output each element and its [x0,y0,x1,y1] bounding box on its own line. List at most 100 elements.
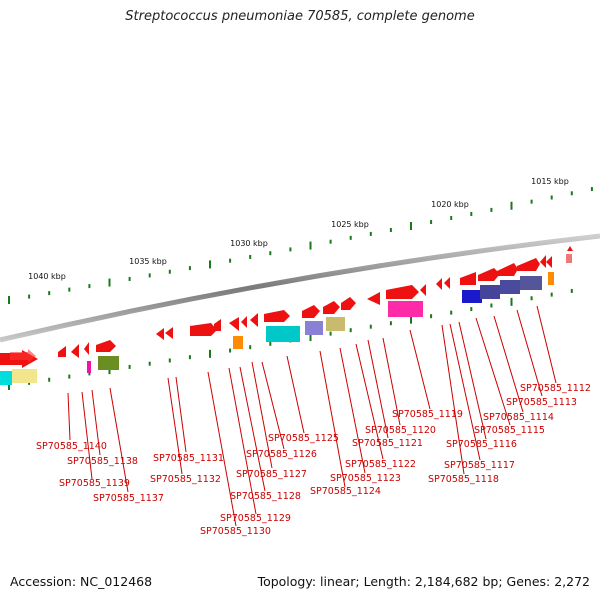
gene-arrow[interactable] [517,258,540,271]
gene-arrow[interactable] [264,310,290,322]
gene-arrow[interactable] [420,284,426,296]
gene-arrow[interactable] [10,349,36,363]
domain-block-slate[interactable] [520,276,542,290]
gene-label[interactable]: SP70585_1127 [236,469,307,480]
gene-label[interactable]: SP70585_1122 [345,459,416,470]
gene-arrow[interactable] [567,246,573,251]
domain-block-khaki[interactable] [326,317,345,331]
genome-backbone [0,233,600,343]
ruler-minor-tick [269,251,272,256]
gene-arrow[interactable] [229,317,239,331]
gene-arrow[interactable] [497,263,518,276]
domain-block-blue[interactable] [462,290,482,303]
ruler-minor-tick [68,287,71,292]
gene-arrow[interactable] [386,285,419,299]
gene-label[interactable]: SP70585_1120 [365,425,436,436]
gene-label[interactable]: SP70585_1137 [93,493,164,504]
gene-arrow[interactable] [566,254,572,263]
gene-label[interactable]: SP70585_1119 [392,409,463,420]
gene-arrow[interactable] [546,256,552,268]
gene-label[interactable]: SP70585_1116 [446,439,517,450]
ruler-minor-tick [590,187,593,192]
gene-label[interactable]: SP70585_1117 [444,460,515,471]
gene-label[interactable]: SP70585_1114 [483,412,554,423]
gene-arrow[interactable] [84,342,89,355]
gene-label[interactable]: SP70585_1138 [67,456,138,467]
domain-block-magenta[interactable] [87,361,91,373]
gene-label[interactable]: SP70585_1129 [220,513,291,524]
gene-arrow[interactable] [302,305,320,318]
domain-block-slate[interactable] [480,285,500,299]
gene-arrow[interactable] [250,313,258,327]
ruler-minor-tick [369,231,372,236]
gene-arrow[interactable] [96,340,116,352]
kbp-tick-label: 1015 kbp [531,177,569,186]
ruler-minor-tick [168,269,171,274]
domain-block-cyan[interactable] [0,371,12,385]
domain-block-cyan[interactable] [266,326,300,342]
gene-label[interactable]: SP70585_1130 [200,526,271,537]
gene-arrow[interactable] [341,297,356,310]
ruler-minor-tick [530,296,533,301]
gene-label[interactable]: SP70585_1125 [268,433,339,444]
ruler-minor-tick [88,284,91,289]
domain-block-khaki[interactable] [12,369,37,383]
ruler-major-tick [8,296,10,304]
kbp-tick-label: 1040 kbp [28,272,66,281]
gene-label[interactable]: SP70585_1118 [428,474,499,485]
gene-arrow[interactable] [58,346,66,357]
ruler-major-tick [209,260,211,269]
gene-arrow[interactable] [323,301,340,314]
domain-block-olive[interactable] [98,356,119,370]
gene-arrow[interactable] [190,323,217,336]
gene-label[interactable]: SP70585_1112 [520,383,591,394]
gene-label[interactable]: SP70585_1123 [330,473,401,484]
domain-block-magenta[interactable] [388,301,423,317]
ruler-ticks-top [8,187,593,304]
ruler-minor-tick [349,328,352,333]
gene-arrow[interactable] [436,278,442,290]
domain-block-orange[interactable] [233,336,243,349]
map-title: Streptococcus pneumoniae 70585, complete… [125,9,475,24]
gene-arrow[interactable] [367,292,380,305]
gene-labels: SP70585_1112 SP70585_1113 SP70585_1114 S… [36,383,591,537]
domain-block-orange[interactable] [548,272,554,285]
gene-label[interactable]: SP70585_1128 [230,491,301,502]
ruler-minor-tick [369,324,372,329]
gene-arrow[interactable] [165,327,173,339]
ruler-major-tick [108,278,111,287]
gene-arrow[interactable] [460,272,476,285]
annotation-track [0,272,554,385]
gene-arrow[interactable] [156,328,164,340]
gene-label[interactable]: SP70585_1115 [474,425,545,436]
gene-label[interactable]: SP70585_1126 [246,449,317,460]
ruler-minor-tick [430,220,433,225]
gene-arrow[interactable] [444,277,450,289]
gene-arrow[interactable] [478,268,500,281]
gene-label[interactable]: SP70585_1140 [36,441,107,452]
ruler-minor-tick [570,191,573,196]
kbp-tick-label: 1020 kbp [431,200,469,209]
domain-block-lavender[interactable] [305,321,323,335]
ruler-major-tick [309,241,312,250]
domain-block-slate[interactable] [500,280,520,294]
gene-arrow[interactable] [241,316,247,328]
gene-label[interactable]: SP70585_1132 [150,474,221,485]
ruler-minor-tick [48,291,51,296]
gene-label[interactable]: SP70585_1124 [310,486,381,497]
ruler-minor-tick [289,247,292,252]
ruler-minor-tick [450,216,453,221]
gene-arrow[interactable] [540,255,546,268]
gene-label[interactable]: SP70585_1121 [352,438,423,449]
ruler-minor-tick [128,276,131,281]
accession-text: Accession: NC_012468 [10,574,153,589]
gene-arrow[interactable] [214,319,221,331]
gene-label[interactable]: SP70585_1139 [59,478,130,489]
gene-arrow[interactable] [71,344,79,358]
ruler-minor-tick [229,348,232,353]
gene-label[interactable]: SP70585_1131 [153,453,224,464]
ruler-minor-tick [68,374,71,379]
ruler-major-tick [8,382,10,390]
gene-label[interactable]: SP70585_1113 [506,397,577,408]
